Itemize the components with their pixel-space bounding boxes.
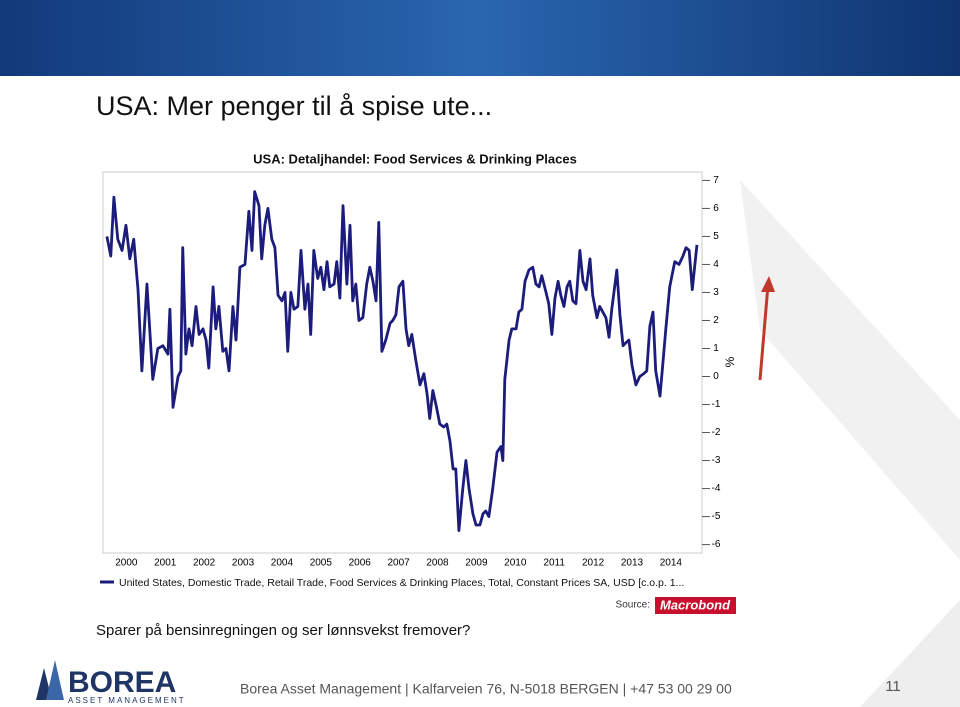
source-logo: Macrobond — [660, 597, 731, 612]
logo-mark — [46, 660, 64, 700]
series-line — [105, 190, 699, 532]
x-tick-label: 2014 — [660, 558, 683, 569]
y-tick-label: 4 — [713, 259, 719, 270]
logo: BOREA — [68, 666, 176, 699]
x-tick-label: 2005 — [310, 558, 333, 569]
source-logo-box — [655, 597, 736, 614]
x-tick-label: 2002 — [193, 558, 216, 569]
x-tick-label: 2009 — [465, 558, 488, 569]
x-tick-label: 2010 — [504, 558, 527, 569]
x-tick-label: 2007 — [387, 558, 410, 569]
plot-area — [102, 171, 703, 554]
y-tick-label: -3 — [712, 455, 721, 466]
footer: Borea Asset Management | Kalfarveien 76,… — [240, 681, 732, 697]
x-tick-label: 2008 — [426, 558, 449, 569]
note: Sparer på bensinregningen og ser lønnsve… — [96, 622, 470, 639]
y-tick-label: -5 — [712, 511, 721, 522]
y-tick-label: 3 — [713, 287, 719, 298]
y-tick-label: -4 — [712, 483, 721, 494]
legend-label: United States, Domestic Trade, Retail Tr… — [119, 577, 684, 589]
arrow-head — [761, 276, 775, 292]
chart-title: USA: Detaljhandel: Food Services & Drink… — [253, 151, 577, 166]
logo-sub: ASSET MANAGEMENT — [68, 696, 186, 705]
y-tick-label: -2 — [712, 427, 721, 438]
y-tick-label: 7 — [713, 175, 719, 186]
page-number: 11 — [885, 678, 901, 695]
x-tick-label: 2006 — [349, 558, 372, 569]
x-tick-label: 2004 — [271, 558, 294, 569]
decoration — [740, 180, 960, 560]
y-tick-label: 5 — [713, 231, 719, 242]
x-tick-label: 2013 — [621, 558, 644, 569]
y-axis-label: % — [723, 356, 737, 367]
x-tick-label: 2000 — [115, 558, 138, 569]
x-tick-label: 2011 — [543, 558, 565, 569]
y-tick-label: 0 — [713, 371, 719, 382]
y-tick-label: 2 — [713, 315, 719, 326]
x-tick-label: 2001 — [154, 558, 177, 569]
x-tick-label: 2012 — [582, 558, 605, 569]
x-tick-label: 2003 — [232, 558, 255, 569]
arrow — [758, 284, 770, 381]
y-tick-label: 6 — [713, 203, 719, 214]
slide-title: USA: Mer penger til å spise ute... — [96, 91, 492, 121]
y-tick-label: -1 — [712, 399, 721, 410]
y-tick-label: -6 — [712, 539, 721, 550]
decoration — [860, 600, 960, 707]
source-label: Source: — [616, 600, 650, 611]
y-tick-label: 1 — [713, 343, 719, 354]
header-band — [0, 0, 960, 76]
